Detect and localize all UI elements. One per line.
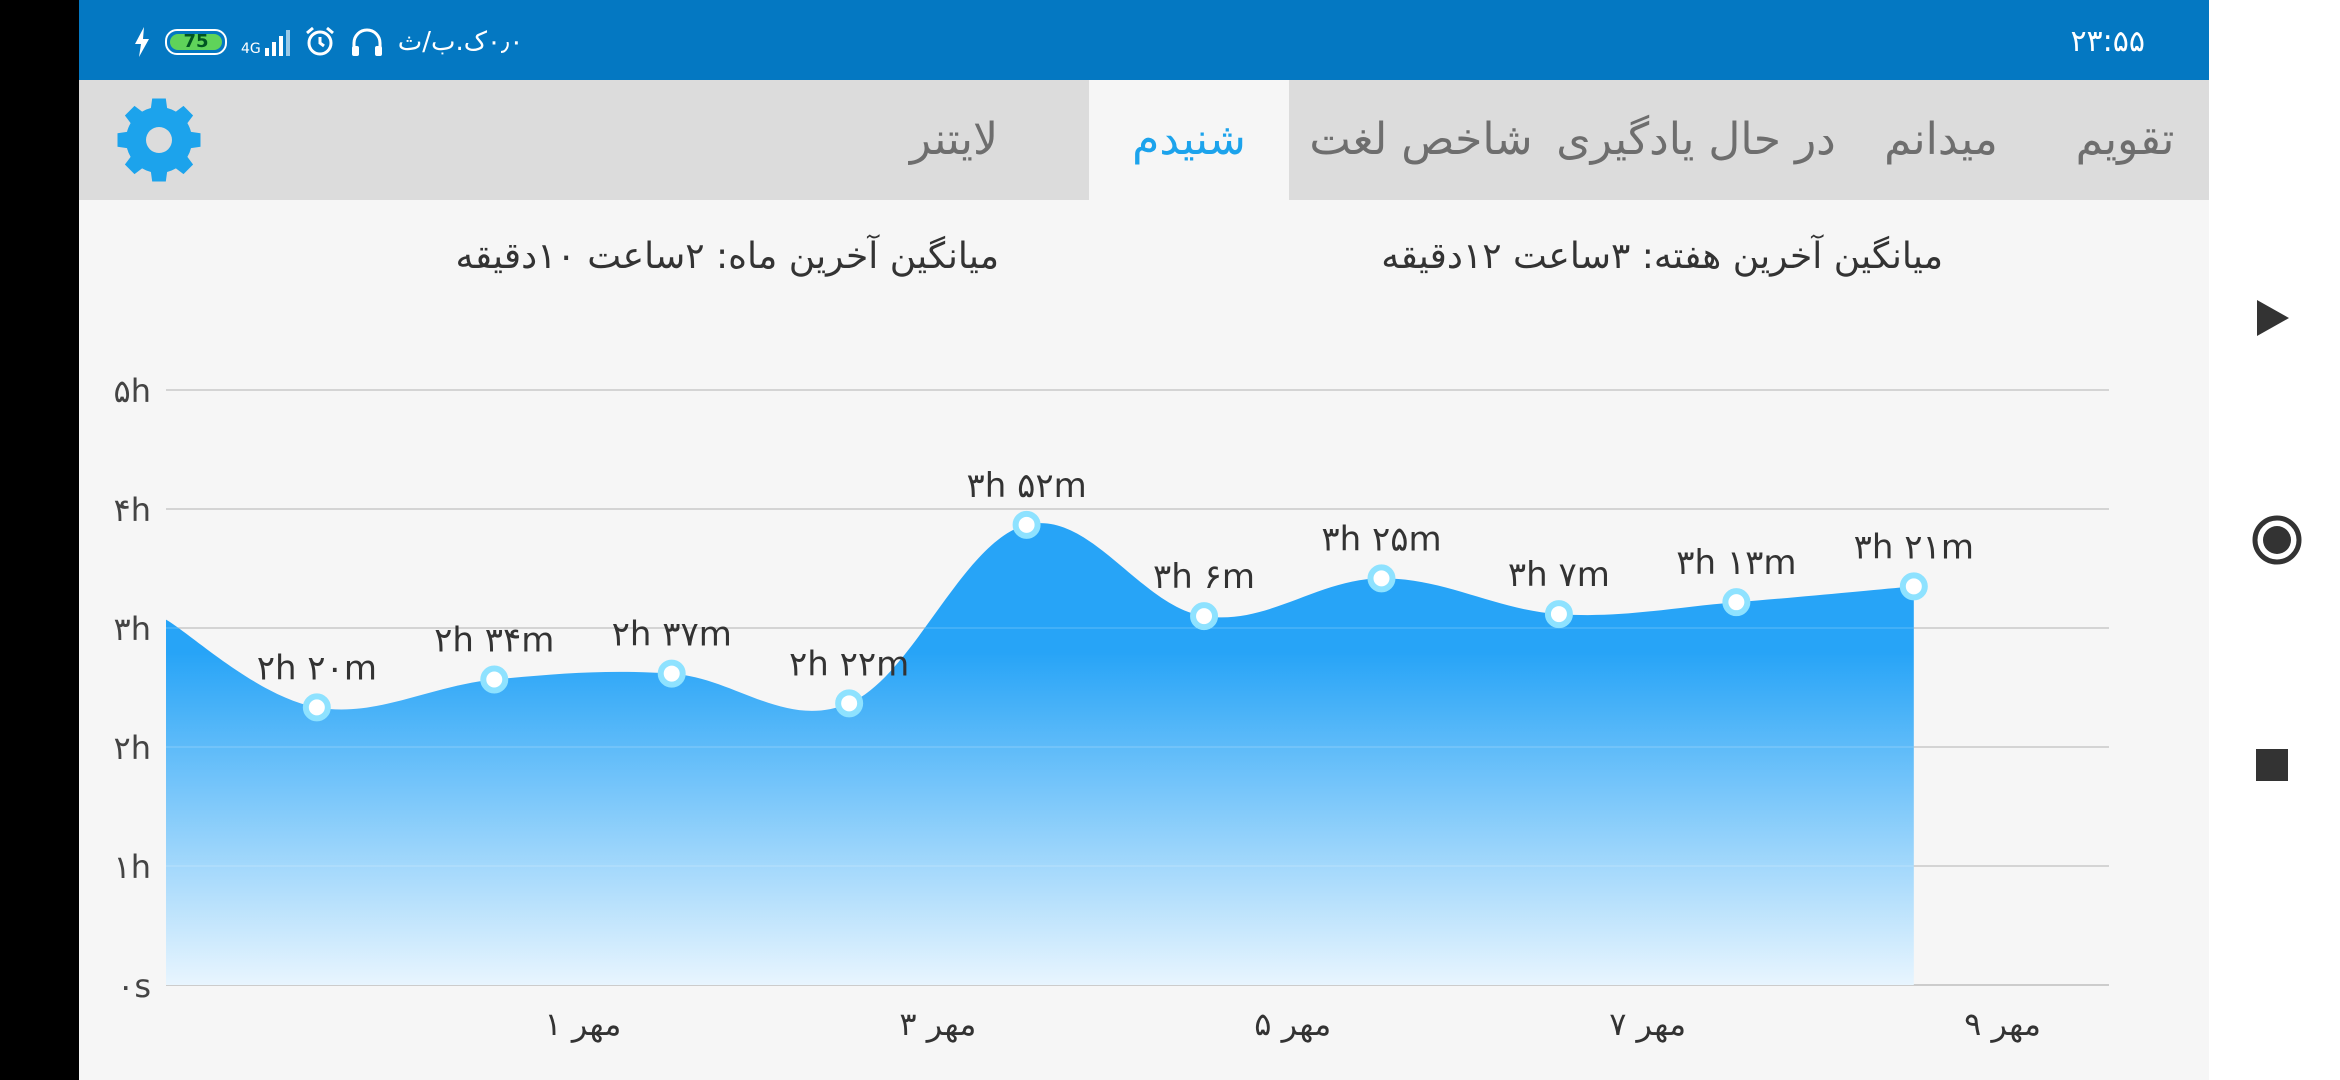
- tab-known[interactable]: میدانم: [1884, 114, 1998, 165]
- data-label: ۳h ۶m: [1153, 557, 1255, 597]
- data-point: [1544, 600, 1573, 629]
- x-tick-label: ۱ مهر: [545, 1005, 622, 1043]
- settings-gear-icon[interactable]: [109, 90, 209, 190]
- data-label: ۲h ۲۲m: [789, 644, 909, 684]
- listening-time-chart: ۰s ۱h ۲h ۳h ۴h ۵h ۲h ۲۰m ۲h ۳۴m ۲h ۳۷m ۲h ۲۲m ۳h ۵…: [114, 372, 2109, 1043]
- y-tick-label: ۳h: [114, 610, 151, 648]
- recents-icon[interactable]: [2255, 748, 2289, 782]
- x-tick-label: ۷ مهر: [1609, 1005, 1686, 1043]
- app-window: 75 4G ۰٫۰ک.ب/ث ۲۳:۵۵ لایتنر: [79, 0, 2209, 1080]
- data-label: ۳h ۲۵m: [1321, 519, 1441, 559]
- x-tick-label: ۳ مهر: [899, 1005, 976, 1043]
- data-point: [1899, 572, 1928, 601]
- data-speed: ۰٫۰ک.ب/ث: [397, 27, 524, 57]
- battery-indicator: 75: [165, 29, 227, 55]
- data-label: ۲h ۲۰m: [257, 648, 377, 688]
- month-average: میانگین آخرین ماه: ۲ساعت ۱۰دقیقه: [455, 236, 999, 277]
- tab-word-index[interactable]: شاخص لغت: [1309, 114, 1533, 165]
- data-point: [835, 689, 864, 718]
- navigation-bar: [2209, 0, 2340, 1080]
- y-tick-label: ۰s: [117, 967, 151, 1005]
- status-bar: 75 4G ۰٫۰ک.ب/ث ۲۳:۵۵: [79, 0, 2209, 80]
- data-label: ۳h ۷m: [1508, 555, 1610, 595]
- status-time: ۲۳:۵۵: [2070, 24, 2145, 59]
- tab-leitner[interactable]: لایتنر: [909, 114, 999, 165]
- tab-learning[interactable]: در حال یادگیری: [1556, 114, 1836, 165]
- data-label: ۳h ۱۳m: [1676, 543, 1796, 583]
- charging-icon: [135, 27, 149, 57]
- network-type: 4G: [241, 41, 261, 57]
- data-point: [302, 693, 331, 722]
- tab-bar: لایتنر شنیدم شاخص لغت در حال یادگیری مید…: [79, 80, 2209, 200]
- y-tick-label: ۵h: [114, 372, 151, 410]
- data-point: [1722, 588, 1751, 617]
- data-label: ۲h ۳۴m: [434, 621, 554, 661]
- y-tick-label: ۴h: [114, 491, 151, 529]
- data-point: [480, 665, 509, 694]
- tab-heard[interactable]: شنیدم: [1089, 80, 1289, 200]
- data-label: ۳h ۲۱m: [1854, 527, 1974, 567]
- x-tick-label: ۹ مهر: [1964, 1005, 2041, 1043]
- data-point: [1190, 602, 1219, 631]
- x-tick-label: ۵ مهر: [1254, 1005, 1331, 1043]
- home-icon[interactable]: [2251, 514, 2303, 566]
- headphones-icon: [351, 28, 382, 56]
- alarm-icon: [305, 26, 334, 56]
- signal-icon: [264, 28, 290, 56]
- status-icons: 75 4G ۰٫۰ک.ب/ث: [133, 22, 523, 62]
- back-icon[interactable]: [2255, 298, 2291, 338]
- y-tick-label: ۲h: [114, 729, 151, 767]
- signal-group: 4G: [241, 28, 290, 56]
- y-tick-label: ۱h: [114, 848, 151, 886]
- data-point: [657, 659, 686, 688]
- data-point: [1367, 564, 1396, 593]
- tab-calendar[interactable]: تقویم: [2075, 114, 2175, 165]
- area-series: [166, 523, 1914, 985]
- data-point: [1012, 510, 1041, 539]
- battery-level: 75: [170, 33, 222, 51]
- data-label: ۲h ۳۷m: [612, 615, 732, 655]
- data-label: ۳h ۵۲m: [966, 466, 1086, 506]
- week-average: میانگین آخرین هفته: ۳ساعت ۱۲دقیقه: [1381, 236, 1943, 277]
